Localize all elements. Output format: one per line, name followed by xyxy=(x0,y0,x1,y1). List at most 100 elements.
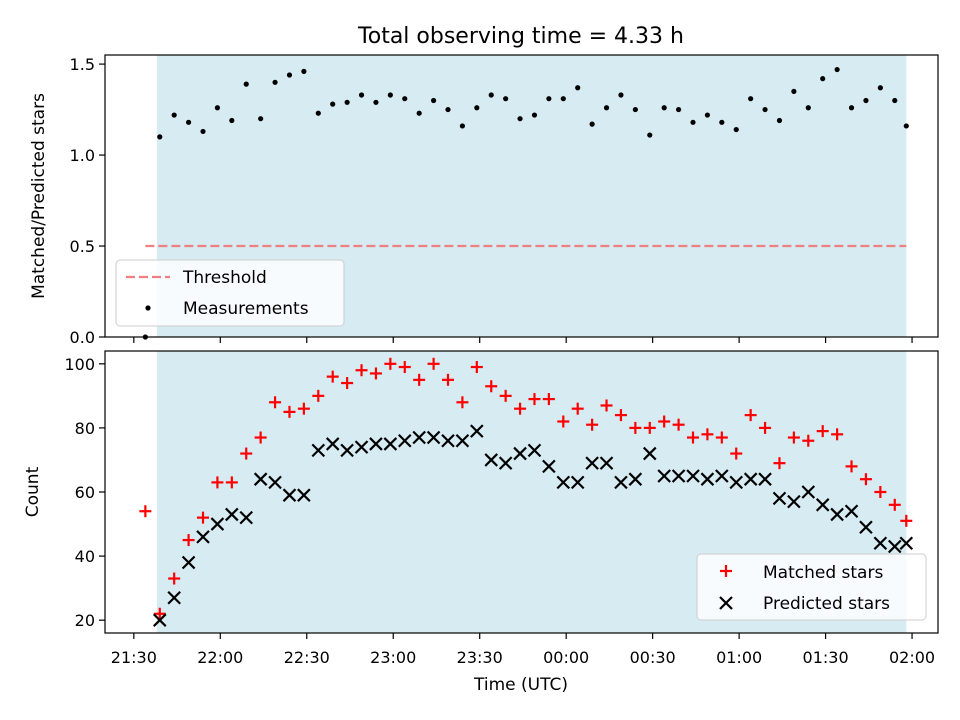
matched-star-point xyxy=(182,534,195,547)
matched-star-point xyxy=(900,514,913,527)
x-tick-label: 22:00 xyxy=(197,648,243,667)
predicted-star-point xyxy=(830,507,844,522)
measurement-point xyxy=(704,112,711,118)
matched-star-point xyxy=(283,405,296,418)
matched-star-point xyxy=(614,409,627,422)
matched-star-point xyxy=(485,380,498,393)
matched-star-point xyxy=(139,505,152,518)
measurement-point xyxy=(531,112,538,118)
matched-star-point xyxy=(701,428,714,441)
measurement-point xyxy=(474,105,480,111)
measurement-point xyxy=(330,101,336,107)
measurement-point xyxy=(647,132,653,138)
predicted-star-point xyxy=(325,437,340,451)
measurement-point xyxy=(791,88,797,94)
y-tick-label: 0.5 xyxy=(70,237,95,256)
predicted-star-point xyxy=(354,440,369,454)
predicted-star-point xyxy=(225,507,239,522)
matched-star-point xyxy=(240,447,253,460)
y-tick-label: 60 xyxy=(75,483,95,502)
predicted-star-point xyxy=(787,494,801,509)
measurement-point xyxy=(503,96,509,102)
matched-star-point xyxy=(715,431,728,444)
matched-star-point xyxy=(269,396,282,409)
legend-predicted-label: Predicted stars xyxy=(763,594,890,614)
measurement-point xyxy=(373,99,379,105)
measurement-point xyxy=(171,112,177,118)
measurement-point xyxy=(560,96,566,102)
predicted-star-point xyxy=(311,443,326,458)
predicted-star-point xyxy=(556,475,571,490)
matched-star-point xyxy=(499,389,512,402)
x-tick-label: 02:00 xyxy=(889,648,935,667)
matched-star-point xyxy=(297,402,310,415)
predicted-star-point xyxy=(297,488,311,502)
matched-star-point xyxy=(687,431,699,444)
measurement-point xyxy=(690,119,696,125)
measurement-point xyxy=(286,72,293,78)
top-legend-box xyxy=(115,259,345,327)
predicted-star-point xyxy=(873,536,888,551)
measurement-point xyxy=(258,116,264,122)
matched-star-point xyxy=(514,402,527,415)
matched-star-point xyxy=(629,421,642,434)
matched-star-point xyxy=(542,393,555,406)
matched-star-point xyxy=(384,357,397,370)
measurement-point xyxy=(387,92,393,98)
legend-measurements-label: Measurements xyxy=(183,299,309,319)
predicted-star-point xyxy=(498,456,513,470)
matched-star-point xyxy=(168,572,181,585)
measurement-point xyxy=(344,99,350,105)
measurement-point xyxy=(748,96,754,102)
matched-star-point xyxy=(586,418,599,431)
predicted-star-point xyxy=(599,456,614,470)
matched-star-point xyxy=(355,364,368,377)
matched-stars-points xyxy=(139,357,913,620)
matched-star-point xyxy=(470,361,483,374)
x-axis-label: Time (UTC) xyxy=(473,675,568,695)
predicted-star-point xyxy=(181,555,196,570)
predicted-star-point xyxy=(844,504,859,519)
matched-star-point xyxy=(341,377,354,390)
measurement-point xyxy=(762,106,768,113)
predicted-star-point xyxy=(628,472,643,486)
legend-matched-label: Matched stars xyxy=(763,563,883,583)
y-tick-label: 0.0 xyxy=(70,328,95,347)
predicted-star-point xyxy=(743,472,758,486)
predicted-star-point xyxy=(686,469,700,483)
bottom-legend-box xyxy=(696,553,927,621)
measurement-point xyxy=(402,96,408,102)
measurement-point xyxy=(632,106,638,113)
measurement-point xyxy=(459,123,466,129)
y-tick-label: 40 xyxy=(75,547,95,566)
matched-star-point xyxy=(254,431,267,444)
measurement-point xyxy=(675,106,682,113)
predicted-star-point xyxy=(470,424,484,438)
measurement-point xyxy=(445,106,451,113)
matched-star-point xyxy=(326,370,339,383)
predicted-star-point xyxy=(642,446,657,461)
y-tick-label: 20 xyxy=(75,611,95,630)
predicted-star-point xyxy=(513,446,527,461)
bottom-legend: Matched stars Predicted stars xyxy=(696,553,927,621)
measurement-point xyxy=(430,97,437,104)
matched-star-point xyxy=(744,409,757,422)
y-tick-label: 100 xyxy=(64,355,95,374)
predicted-star-point xyxy=(455,433,470,448)
predicted-star-point xyxy=(369,437,383,451)
predicted-star-point xyxy=(441,433,455,448)
x-tick-label: 22:30 xyxy=(284,648,330,667)
measurement-points xyxy=(142,66,909,340)
measurement-point xyxy=(661,105,667,111)
matched-star-point xyxy=(802,434,815,447)
measurement-point xyxy=(517,116,523,122)
x-tick-label: 00:30 xyxy=(630,648,676,667)
legend-predicted-swatch xyxy=(719,596,733,610)
matched-star-point xyxy=(787,431,800,444)
predicted-star-point xyxy=(239,510,254,525)
predicted-star-point xyxy=(585,456,599,470)
matched-star-point xyxy=(571,402,584,415)
x-tick-label: 21:30 xyxy=(111,648,157,667)
y-tick-label: 1.5 xyxy=(70,55,95,74)
